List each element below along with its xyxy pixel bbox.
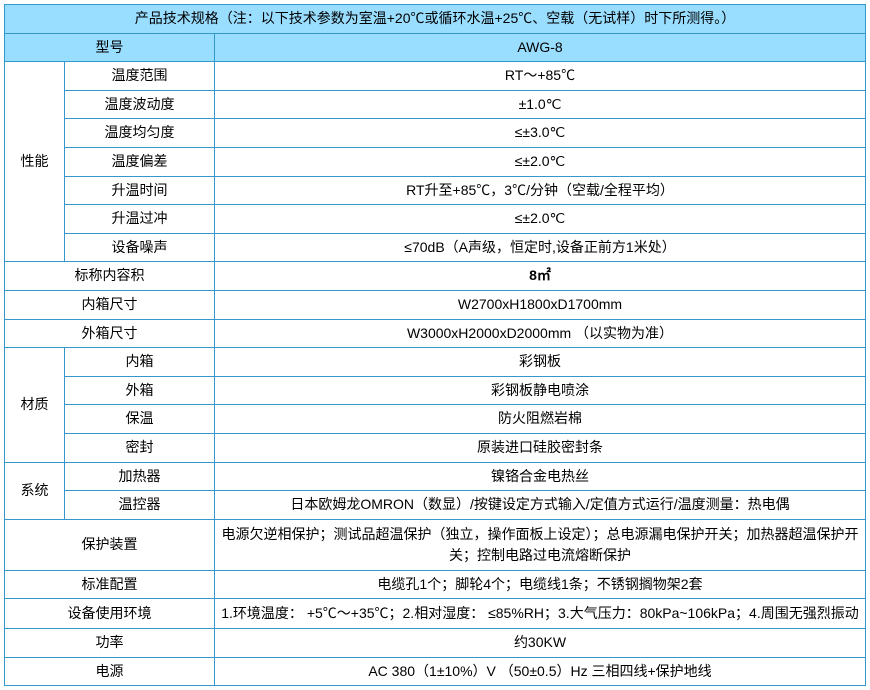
material-val: 原装进口硅胶密封条: [215, 433, 866, 462]
supply-val: AC 380（1±10%）V （50±0.5）Hz 三相四线+保护地线: [215, 657, 866, 686]
power-val: 约30KW: [215, 629, 866, 658]
power-key: 功率: [5, 629, 215, 658]
perf-val: ≤±2.0℃: [215, 205, 866, 234]
protect-key: 保护装置: [5, 519, 215, 570]
group-system: 系统: [5, 462, 65, 519]
perf-key: 升温时间: [65, 176, 215, 205]
perf-val: ≤±2.0℃: [215, 147, 866, 176]
system-val: 镍铬合金电热丝: [215, 462, 866, 491]
perf-key: 温度波动度: [65, 90, 215, 119]
env-key: 设备使用环境: [5, 599, 215, 629]
volume-val: 8㎡: [215, 262, 866, 291]
perf-val: ≤70dB（A声级，恒定时,设备正前方1米处）: [215, 233, 866, 262]
supply-key: 电源: [5, 657, 215, 686]
perf-val: RT～+85℃: [215, 62, 866, 91]
env-val: 1.环境温度： +5℃～+35℃；2.相对湿度： ≤85%RH；3.大气压力：8…: [215, 599, 866, 629]
volume-key: 标称内容积: [5, 262, 215, 291]
protect-val: 电源欠逆相保护；测试品超温保护（独立，操作面板上设定）；总电源漏电保护开关；加热…: [215, 519, 866, 570]
table-title: 产品技术规格（注：以下技术参数为室温+20℃或循环水温+25℃、空载（无试样）时…: [5, 5, 866, 34]
perf-val: ≤±3.0℃: [215, 119, 866, 148]
material-key: 外箱: [65, 376, 215, 405]
group-perf: 性能: [5, 62, 65, 262]
perf-key: 设备噪声: [65, 233, 215, 262]
outer-dim-val: W3000xH2000xD2000mm （以实物为准）: [215, 319, 866, 348]
system-val: 日本欧姆龙OMRON（数显）/按键设定方式输入/定值方式运行/温度测量：热电偶: [215, 491, 866, 520]
inner-dim-val: W2700xH1800xD1700mm: [215, 290, 866, 319]
perf-key: 温度范围: [65, 62, 215, 91]
spec-table: 产品技术规格（注：以下技术参数为室温+20℃或循环水温+25℃、空载（无试样）时…: [4, 4, 866, 686]
material-key: 内箱: [65, 348, 215, 377]
perf-key: 升温过冲: [65, 205, 215, 234]
std-key: 标准配置: [5, 570, 215, 599]
std-val: 电缆孔1个；脚轮4个；电缆线1条；不锈钢搁物架2套: [215, 570, 866, 599]
outer-dim-key: 外箱尺寸: [5, 319, 215, 348]
material-key: 密封: [65, 433, 215, 462]
system-key: 温控器: [65, 491, 215, 520]
perf-val: ±1.0℃: [215, 90, 866, 119]
perf-val: RT升至+85℃，3℃/分钟（空载/全程平均）: [215, 176, 866, 205]
material-val: 防火阻燃岩棉: [215, 405, 866, 434]
perf-key: 温度偏差: [65, 147, 215, 176]
model-header-right: AWG-8: [215, 33, 866, 62]
perf-key: 温度均匀度: [65, 119, 215, 148]
system-key: 加热器: [65, 462, 215, 491]
model-header-left: 型号: [5, 33, 215, 62]
group-material: 材质: [5, 348, 65, 462]
material-val: 彩钢板静电喷涂: [215, 376, 866, 405]
material-key: 保温: [65, 405, 215, 434]
material-val: 彩钢板: [215, 348, 866, 377]
inner-dim-key: 内箱尺寸: [5, 290, 215, 319]
